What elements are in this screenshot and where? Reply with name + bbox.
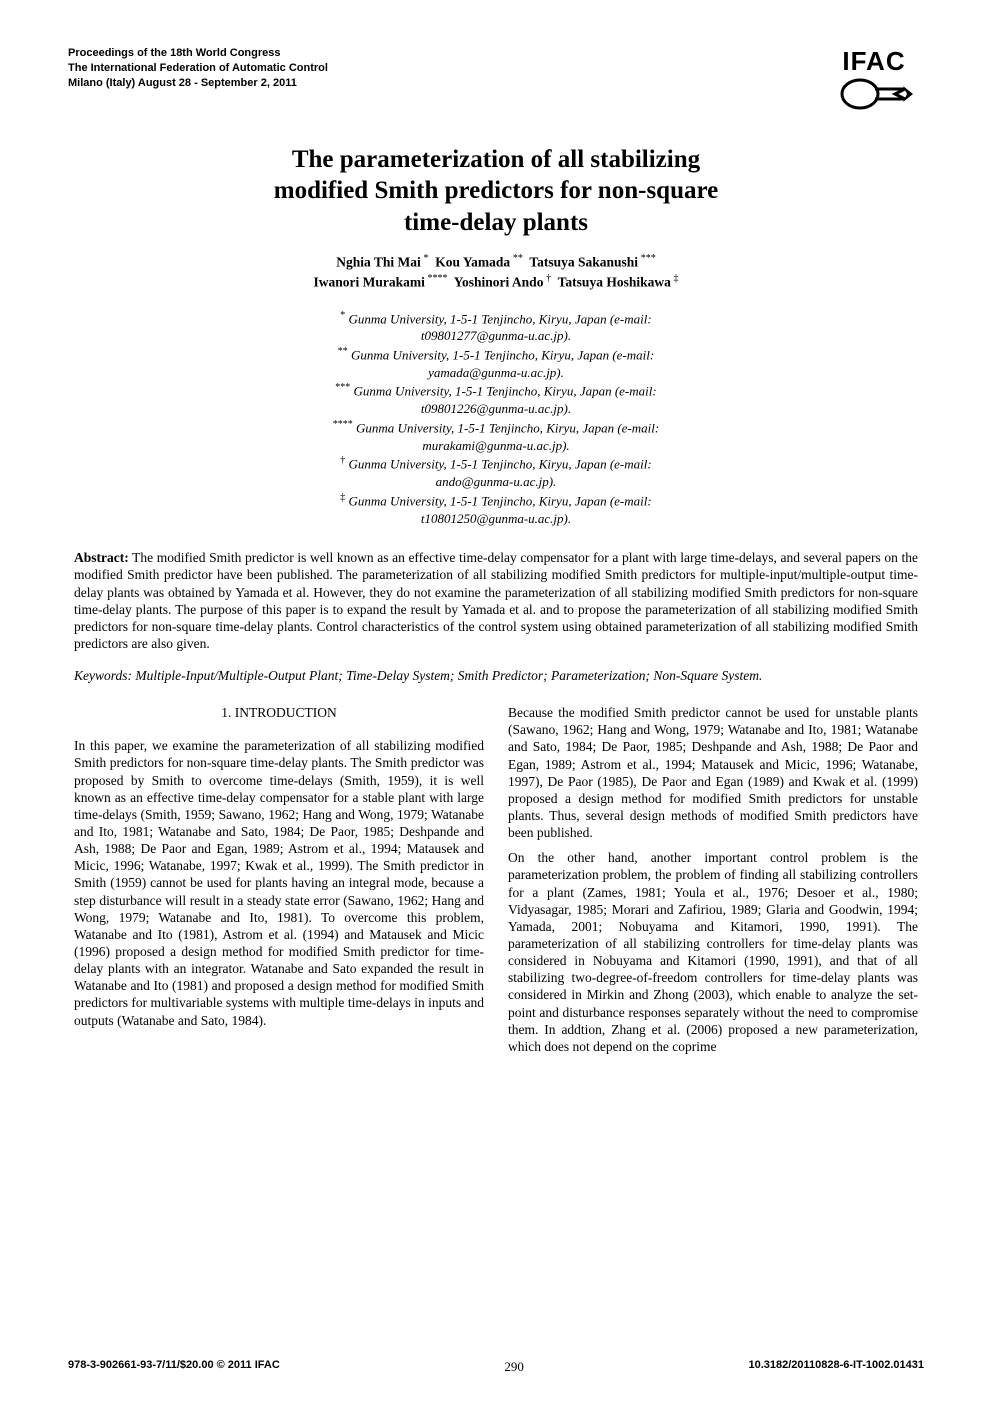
ifac-logo-icon bbox=[835, 77, 913, 111]
author-mark: † bbox=[546, 273, 551, 284]
author-mark: ** bbox=[513, 253, 523, 264]
affiliation: ‡ Gunma University, 1-5-1 Tenjincho, Kir… bbox=[68, 491, 924, 527]
author-mark: * bbox=[423, 253, 428, 264]
affiliations: * Gunma University, 1-5-1 Tenjincho, Kir… bbox=[68, 309, 924, 528]
title-line2: modified Smith predictors for non-square bbox=[68, 175, 924, 206]
abstract-text: The modified Smith predictor is well kno… bbox=[74, 550, 918, 651]
proceedings-line3: Milano (Italy) August 28 - September 2, … bbox=[68, 76, 328, 91]
intro-paragraph: In this paper, we examine the parameteri… bbox=[74, 737, 484, 1028]
author-line1: Nghia Thi Mai * Kou Yamada ** Tatsuya Sa… bbox=[68, 252, 924, 272]
keywords-label: Keywords: bbox=[74, 668, 132, 683]
proceedings-line2: The International Federation of Automati… bbox=[68, 61, 328, 76]
page-number: 290 bbox=[504, 1359, 524, 1375]
page-footer: 978-3-902661-93-7/11/$20.00 © 2011 IFAC … bbox=[68, 1359, 924, 1375]
author-mark: ‡ bbox=[674, 273, 679, 284]
right-column: Because the modified Smith predictor can… bbox=[508, 704, 918, 1055]
logo-text: IFAC bbox=[824, 46, 924, 77]
body-columns: 1. INTRODUCTION In this paper, we examin… bbox=[74, 704, 918, 1055]
body-paragraph: Because the modified Smith predictor can… bbox=[508, 704, 918, 841]
author-mark: *** bbox=[641, 253, 656, 264]
title-line3: time-delay plants bbox=[68, 207, 924, 238]
abstract-label: Abstract: bbox=[74, 550, 129, 565]
author-list: Nghia Thi Mai * Kou Yamada ** Tatsuya Sa… bbox=[68, 252, 924, 293]
proceedings-line1: Proceedings of the 18th World Congress bbox=[68, 46, 328, 61]
title-line1: The parameterization of all stabilizing bbox=[68, 144, 924, 175]
ifac-logo: IFAC bbox=[824, 46, 924, 106]
affiliation: *** Gunma University, 1-5-1 Tenjincho, K… bbox=[68, 381, 924, 417]
affiliation: **** Gunma University, 1-5-1 Tenjincho, … bbox=[68, 418, 924, 454]
section-heading: 1. INTRODUCTION bbox=[74, 704, 484, 721]
proceedings-info: Proceedings of the 18th World Congress T… bbox=[68, 46, 328, 91]
page-header: Proceedings of the 18th World Congress T… bbox=[68, 46, 924, 106]
footer-doi: 10.3182/20110828-6-IT-1002.01431 bbox=[748, 1359, 924, 1375]
body-paragraph: On the other hand, another important con… bbox=[508, 849, 918, 1055]
author-name: Kou Yamada bbox=[435, 254, 510, 269]
author-name: Tatsuya Sakanushi bbox=[529, 254, 638, 269]
author-line2: Iwanori Murakami **** Yoshinori Ando † T… bbox=[68, 272, 924, 292]
left-column: 1. INTRODUCTION In this paper, we examin… bbox=[74, 704, 484, 1055]
author-name: Nghia Thi Mai bbox=[336, 254, 421, 269]
affiliation: † Gunma University, 1-5-1 Tenjincho, Kir… bbox=[68, 454, 924, 490]
title-block: The parameterization of all stabilizing … bbox=[68, 144, 924, 293]
keywords-text: Multiple-Input/Multiple-Output Plant; Ti… bbox=[135, 668, 762, 683]
author-name: Tatsuya Hoshikawa bbox=[558, 275, 671, 290]
footer-isbn: 978-3-902661-93-7/11/$20.00 © 2011 IFAC bbox=[68, 1359, 280, 1375]
author-mark: **** bbox=[428, 273, 448, 284]
keywords: Keywords: Multiple-Input/Multiple-Output… bbox=[74, 667, 918, 685]
affiliation: ** Gunma University, 1-5-1 Tenjincho, Ki… bbox=[68, 345, 924, 381]
author-name: Yoshinori Ando bbox=[454, 275, 544, 290]
affiliation: * Gunma University, 1-5-1 Tenjincho, Kir… bbox=[68, 309, 924, 345]
abstract: Abstract: The modified Smith predictor i… bbox=[74, 549, 918, 653]
author-name: Iwanori Murakami bbox=[313, 275, 424, 290]
paper-title: The parameterization of all stabilizing … bbox=[68, 144, 924, 238]
